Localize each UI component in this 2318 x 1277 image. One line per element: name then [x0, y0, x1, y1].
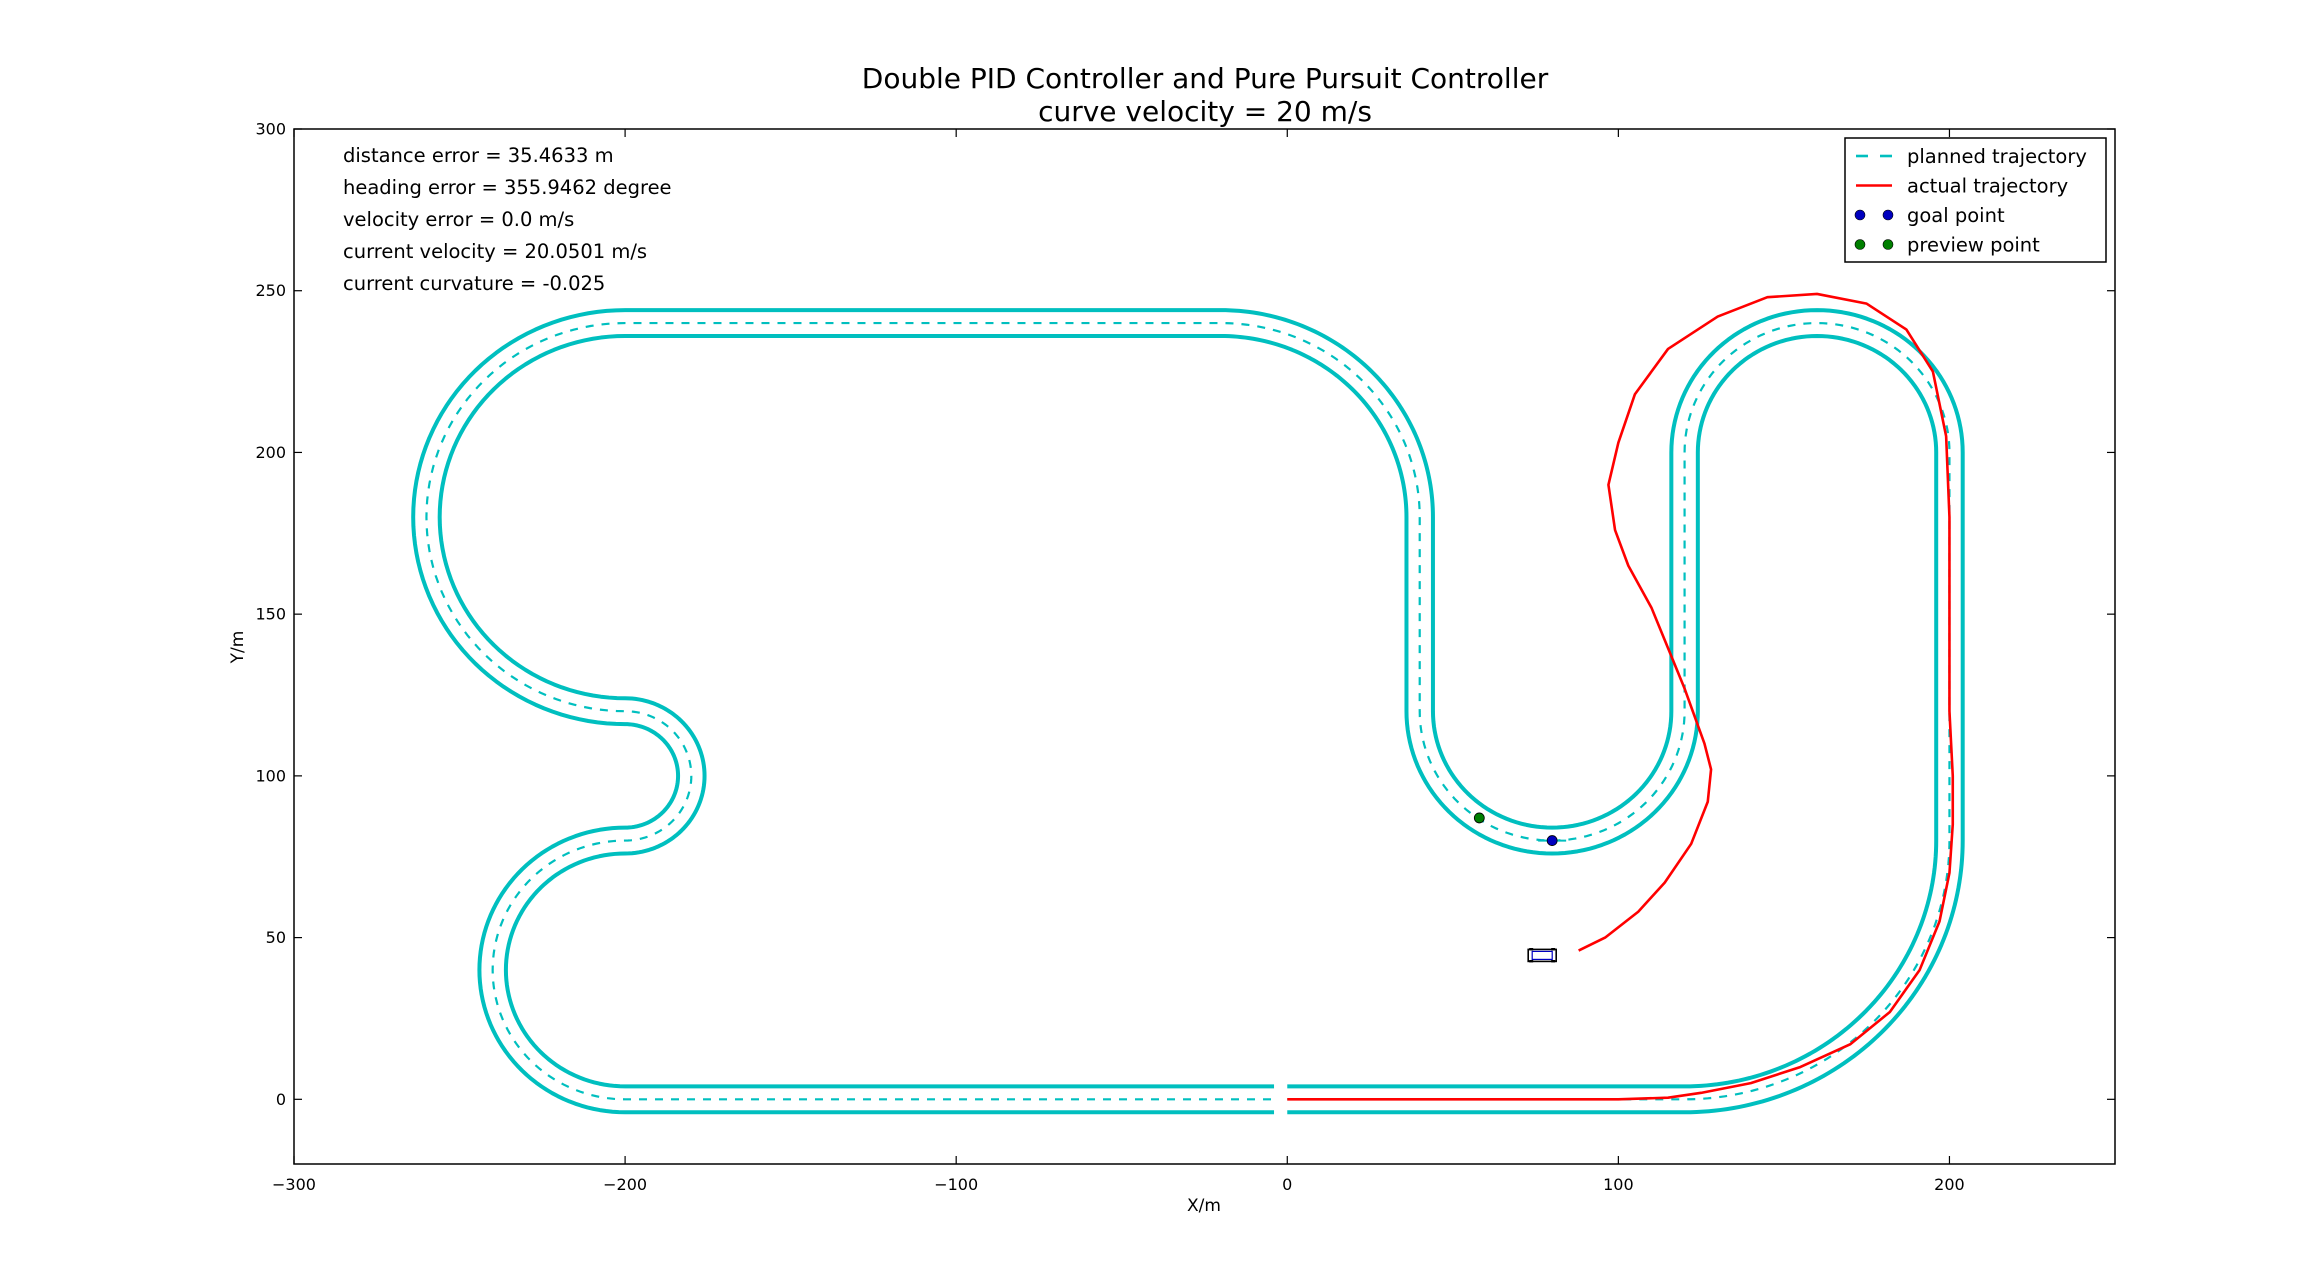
- vehicle-wheel-3: [1529, 948, 1534, 951]
- track: [411, 308, 1965, 1115]
- legend-label-0: planned trajectory: [1907, 145, 2087, 168]
- chart-subtitle: curve velocity = 20 m/s: [1038, 95, 1372, 128]
- y-axis-label: Y/m: [228, 631, 248, 665]
- legend: planned trajectory actual trajectory goal …: [1844, 137, 2107, 263]
- track-inner-boundary: [437, 334, 1939, 1089]
- plot-frame: [293, 128, 2116, 1165]
- legend-marker-2-b: [1882, 209, 1894, 221]
- vehicle-wheel-2: [1551, 948, 1556, 951]
- track-outer-boundary: [411, 308, 1965, 1115]
- x-axis-label: X/m: [1187, 1196, 1221, 1216]
- goal-point: [1546, 835, 1558, 846]
- x-tick-label: −200: [603, 1175, 647, 1194]
- vehicle: [1527, 948, 1557, 963]
- info-annotation-2: velocity error = 0.0 m/s: [343, 208, 574, 231]
- plot-area: [411, 292, 1965, 1115]
- actual-trajectory-group: [1287, 292, 1955, 1101]
- vehicle-cabin: [1531, 950, 1553, 961]
- y-tick-label: 100: [255, 766, 286, 785]
- info-annotation-0: distance error = 35.4633 m: [343, 144, 614, 167]
- y-tick-label: 50: [266, 928, 286, 947]
- marker-group: [1473, 812, 1567, 846]
- x-tick-label: −300: [272, 1175, 316, 1194]
- vehicle-body: [1527, 948, 1557, 963]
- y-tick-label: 200: [255, 443, 286, 462]
- legend-label-1: actual trajectory: [1907, 175, 2068, 198]
- chart-title: Double PID Controller and Pure Pursuit C…: [862, 62, 1549, 95]
- legend-marker-3-b: [1882, 239, 1894, 250]
- axis-ticks: −300 −200 −100 0 100 200 0 50 100 150 200 250 300: [255, 120, 2115, 1194]
- actual-trajectory-line: [1287, 292, 1955, 1101]
- vehicle-wheel-1: [1529, 960, 1534, 963]
- legend-marker-3-a: [1854, 239, 1866, 250]
- x-tick-label: 0: [1282, 1175, 1292, 1194]
- y-tick-label: 300: [255, 120, 286, 139]
- info-annotation-3: current velocity = 20.0501 m/s: [343, 240, 647, 263]
- info-annotation-1: heading error = 355.9462 degree: [343, 176, 672, 199]
- planned-trajectory-line: [425, 321, 1951, 1101]
- x-tick-label: 200: [1934, 1175, 1965, 1194]
- y-tick-label: 0: [276, 1090, 286, 1109]
- y-tick-label: 250: [255, 281, 286, 300]
- legend-label-3: preview point: [1907, 234, 2040, 257]
- y-tick-label: 150: [255, 605, 286, 624]
- preview-point: [1473, 812, 1485, 824]
- x-tick-label: −100: [934, 1175, 978, 1194]
- legend-label-2: goal point: [1907, 204, 2005, 227]
- info-annotation-4: current curvature = -0.025: [343, 272, 605, 295]
- vehicle-wheel-0: [1551, 960, 1556, 963]
- info-annotations: distance error = 35.4633 m heading error …: [343, 144, 672, 295]
- x-tick-label: 100: [1603, 1175, 1634, 1194]
- legend-marker-2-a: [1854, 209, 1866, 221]
